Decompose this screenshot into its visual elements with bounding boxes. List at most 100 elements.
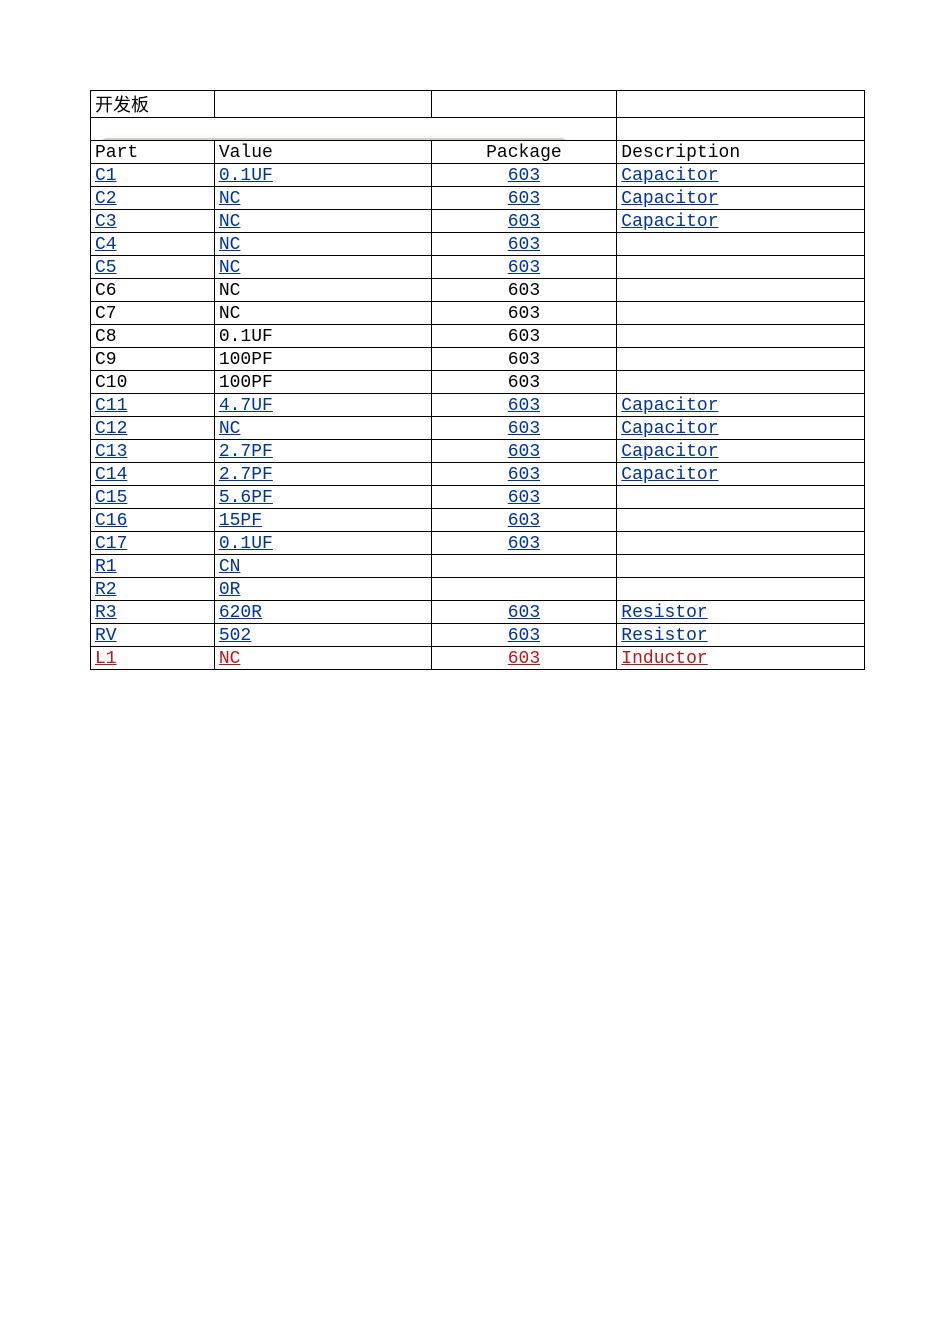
empty-cell <box>617 91 865 118</box>
table-row: C5NC603 <box>91 256 865 279</box>
table-cell: 603 <box>431 187 617 210</box>
table-cell: 603 <box>431 394 617 417</box>
table-cell: C15 <box>91 486 215 509</box>
table-cell <box>431 555 617 578</box>
table-cell <box>431 578 617 601</box>
table-row: R1CN <box>91 555 865 578</box>
table-cell: C11 <box>91 394 215 417</box>
table-row: R20R <box>91 578 865 601</box>
table-row: R3620R603Resistor <box>91 601 865 624</box>
table-cell: C17 <box>91 532 215 555</box>
table-cell <box>617 302 865 325</box>
table-row: C3NC603Capacitor <box>91 210 865 233</box>
table-cell: Capacitor <box>617 164 865 187</box>
table-cell <box>617 486 865 509</box>
table-cell: Capacitor <box>617 210 865 233</box>
bom-header-part: Part <box>91 141 215 164</box>
table-cell: 4.7UF <box>214 394 431 417</box>
table-row: C10100PF603 <box>91 371 865 394</box>
table-cell: NC <box>214 417 431 440</box>
table-cell: 603 <box>431 624 617 647</box>
table-cell <box>617 555 865 578</box>
table-cell: 2.7PF <box>214 440 431 463</box>
table-cell: 0.1UF <box>214 164 431 187</box>
empty-cell <box>431 91 617 118</box>
table-cell: 0R <box>214 578 431 601</box>
table-cell: 603 <box>431 601 617 624</box>
table-cell: 603 <box>431 164 617 187</box>
table-cell: 100PF <box>214 348 431 371</box>
table-cell: C16 <box>91 509 215 532</box>
bom-header-desc: Description <box>617 141 865 164</box>
table-cell: R2 <box>91 578 215 601</box>
table-cell: Inductor <box>617 647 865 670</box>
table-cell <box>617 279 865 302</box>
table-cell: NC <box>214 256 431 279</box>
table-cell: Capacitor <box>617 417 865 440</box>
table-cell: C3 <box>91 210 215 233</box>
table-row: C132.7PF603Capacitor <box>91 440 865 463</box>
pcb-row: IN OUT C1 C4 C5 C6 C7 C8 L1 R2 C11 C10 C… <box>91 118 865 141</box>
table-cell <box>617 532 865 555</box>
table-cell: C14 <box>91 463 215 486</box>
table-cell: C8 <box>91 325 215 348</box>
table-cell: NC <box>214 187 431 210</box>
table-row: C155.6PF603 <box>91 486 865 509</box>
table-cell: Capacitor <box>617 187 865 210</box>
table-cell: 603 <box>431 348 617 371</box>
table-row: C170.1UF603 <box>91 532 865 555</box>
table-row: L1NC603Inductor <box>91 647 865 670</box>
table-cell: NC <box>214 647 431 670</box>
table-row: RV502603Resistor <box>91 624 865 647</box>
table-cell: RV <box>91 624 215 647</box>
table-cell: Capacitor <box>617 463 865 486</box>
table-cell: Resistor <box>617 624 865 647</box>
table-cell: CN <box>214 555 431 578</box>
page: 开发板 <box>0 0 945 1338</box>
table-cell: C7 <box>91 302 215 325</box>
table-cell: 5.6PF <box>214 486 431 509</box>
table-cell <box>617 233 865 256</box>
table-cell: 603 <box>431 463 617 486</box>
table-cell <box>617 578 865 601</box>
table-cell: C6 <box>91 279 215 302</box>
table-cell: 100PF <box>214 371 431 394</box>
table-cell <box>617 509 865 532</box>
table-cell: C4 <box>91 233 215 256</box>
bom-body: C10.1UF603CapacitorC2NC603CapacitorC3NC6… <box>91 164 865 670</box>
table-cell <box>617 348 865 371</box>
table-cell: 502 <box>214 624 431 647</box>
table-row: C6NC603 <box>91 279 865 302</box>
table-cell: C9 <box>91 348 215 371</box>
table-row: C4NC603 <box>91 233 865 256</box>
table-cell: 603 <box>431 233 617 256</box>
table-cell: 603 <box>431 325 617 348</box>
table-row: C7NC603 <box>91 302 865 325</box>
table-cell: C2 <box>91 187 215 210</box>
table-cell: 603 <box>431 532 617 555</box>
pcb-cell: IN OUT C1 C4 C5 C6 C7 C8 L1 R2 C11 C10 C… <box>91 118 617 141</box>
bom-header-package: Package <box>431 141 617 164</box>
table-cell: C12 <box>91 417 215 440</box>
table-row: C142.7PF603Capacitor <box>91 463 865 486</box>
title-cell: 开发板 <box>91 91 215 118</box>
table-cell: Resistor <box>617 601 865 624</box>
pcb-board: IN OUT C1 C4 C5 C6 C7 C8 L1 R2 C11 C10 C… <box>101 138 567 141</box>
table-cell: 603 <box>431 440 617 463</box>
table-cell: C10 <box>91 371 215 394</box>
table-cell <box>617 256 865 279</box>
table-cell: C5 <box>91 256 215 279</box>
title-row: 开发板 <box>91 91 865 118</box>
bom-header-row: Part Value Package Description <box>91 141 865 164</box>
table-cell: 0.1UF <box>214 325 431 348</box>
table-cell: R3 <box>91 601 215 624</box>
empty-cell <box>617 118 865 141</box>
empty-cell <box>214 91 431 118</box>
table-cell <box>617 325 865 348</box>
table-cell: 603 <box>431 371 617 394</box>
table-cell: Capacitor <box>617 440 865 463</box>
table-row: C2NC603Capacitor <box>91 187 865 210</box>
table-cell: L1 <box>91 647 215 670</box>
table-cell: 603 <box>431 302 617 325</box>
bom-header-value: Value <box>214 141 431 164</box>
